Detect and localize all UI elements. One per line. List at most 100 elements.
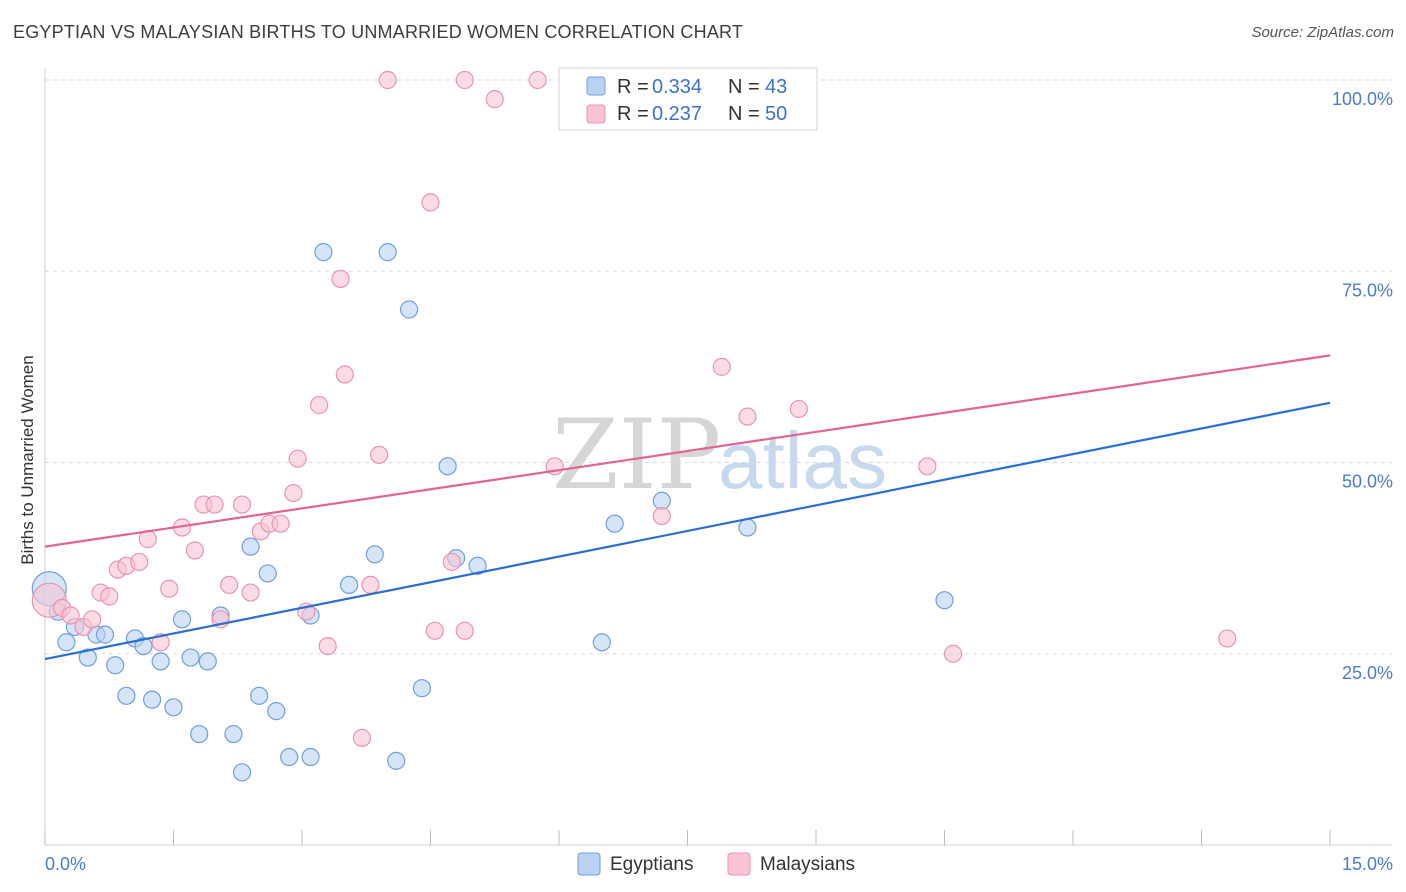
malaysians-point <box>455 621 474 640</box>
egyptians-point <box>412 679 432 698</box>
x-tick-label: 15.0% <box>1342 854 1393 874</box>
egyptians-point <box>378 243 397 262</box>
malaysians-point <box>220 575 239 595</box>
malaysians-point <box>241 583 260 602</box>
y-tick-label: 50.0% <box>1342 472 1393 492</box>
egyptians-point <box>340 575 359 595</box>
egyptians-point <box>232 763 252 782</box>
malaysians-point <box>185 541 205 560</box>
y-axis-label: Births to Unmarried Women <box>18 355 37 564</box>
egyptians-point <box>198 652 217 671</box>
egyptians-point <box>142 690 162 709</box>
malaysians-point <box>130 552 149 572</box>
egyptians-point <box>365 545 384 564</box>
malaysians-point <box>288 449 307 468</box>
egyptians-point <box>387 751 406 770</box>
y-tick-label: 100.0% <box>1332 89 1393 109</box>
legend-egyptians-n-label: N = <box>728 76 760 98</box>
egyptians-point <box>241 537 260 556</box>
egyptians-points <box>31 243 954 782</box>
malaysians-points <box>31 70 1237 748</box>
egyptians-point <box>106 656 125 675</box>
egyptians-point <box>181 648 200 667</box>
malaysians-point <box>61 606 80 625</box>
malaysians-point <box>160 579 179 598</box>
bottom-legend-malaysians-swatch <box>727 852 751 876</box>
malaysians-point <box>352 728 372 748</box>
chart-title: EGYPTIAN VS MALAYSIAN BIRTHS TO UNMARRIE… <box>13 22 744 42</box>
legend: R = 0.334 N = 43 R = 0.237 N = 50 <box>558 67 818 131</box>
egyptians-point <box>78 648 97 667</box>
malaysians-point <box>1218 629 1237 648</box>
bottom-legend-malaysians-label: Malaysians <box>760 854 855 875</box>
egyptians-point <box>592 633 611 652</box>
malaysians-point <box>528 70 547 90</box>
legend-malaysians-swatch <box>586 104 606 124</box>
egyptians-point <box>190 724 209 744</box>
gridlines <box>45 79 1392 655</box>
malaysians-point <box>918 457 937 476</box>
malaysians-point <box>100 587 119 606</box>
malaysians-point <box>205 495 224 514</box>
y-tick-label: 25.0% <box>1342 663 1393 683</box>
egyptians-point <box>164 698 183 717</box>
egyptians-point <box>267 702 286 721</box>
malaysians-point <box>712 357 731 376</box>
legend-egyptians-swatch <box>586 76 606 96</box>
egyptians-point <box>172 610 192 629</box>
egyptians-point <box>134 636 153 656</box>
axes: 25.0% 50.0% 75.0% 100.0% 0.0% 15.0% <box>44 68 1393 874</box>
bottom-legend: Egyptians Malaysians <box>577 852 855 876</box>
bottom-legend-egyptians-swatch <box>577 852 601 876</box>
egyptians-point <box>280 747 299 767</box>
malaysians-point <box>485 90 504 109</box>
egyptians-point <box>605 514 624 533</box>
malaysians-point <box>652 506 671 526</box>
legend-malaysians-r-label: R = <box>617 103 649 125</box>
egyptians-point <box>151 652 170 671</box>
malaysians-point <box>370 445 389 464</box>
egyptians-point <box>438 457 457 476</box>
malaysians-point <box>738 407 757 426</box>
watermark-atlas: atlas <box>718 416 887 505</box>
malaysians-point <box>943 644 963 663</box>
malaysians-point <box>83 610 102 629</box>
watermark-zip: ZIP <box>552 399 721 511</box>
malaysians-point <box>442 552 462 572</box>
y-tick-label: 75.0% <box>1342 280 1393 300</box>
malaysians-point <box>455 70 474 90</box>
egyptians-point <box>95 625 115 644</box>
bottom-legend-egyptians-label: Egyptians <box>610 854 693 875</box>
egyptians-point <box>652 491 671 510</box>
egyptians-point <box>224 724 243 744</box>
malaysians-trendline <box>44 354 1331 548</box>
egyptians-point <box>314 243 333 262</box>
egyptians-trendline <box>44 401 1331 661</box>
legend-egyptians-r-label: R = <box>617 76 649 98</box>
egyptians-point <box>301 747 320 767</box>
egyptians-point <box>468 556 487 575</box>
egyptians-point <box>250 686 269 705</box>
trendlines <box>44 354 1331 661</box>
malaysians-point <box>331 269 350 288</box>
egyptians-point <box>57 633 76 652</box>
legend-malaysians-n-label: N = <box>728 103 760 125</box>
egyptians-point <box>258 564 277 583</box>
malaysians-point <box>335 365 354 384</box>
malaysians-point <box>378 70 397 90</box>
malaysians-point <box>271 514 290 533</box>
x-tick-label: 0.0% <box>45 854 86 874</box>
malaysians-point <box>284 484 303 503</box>
egyptians-point <box>738 518 757 537</box>
source-credit: Source: ZipAtlas.com <box>1251 24 1394 41</box>
malaysians-point <box>232 495 252 514</box>
malaysians-point <box>151 633 170 652</box>
malaysians-point <box>421 193 440 212</box>
malaysians-point <box>310 396 329 415</box>
legend-malaysians-r-value: 0.237 <box>652 103 702 125</box>
egyptians-point <box>117 686 136 705</box>
egyptians-point <box>935 591 954 610</box>
legend-egyptians-n-value: 43 <box>765 76 787 98</box>
legend-egyptians-r-value: 0.334 <box>652 76 702 98</box>
